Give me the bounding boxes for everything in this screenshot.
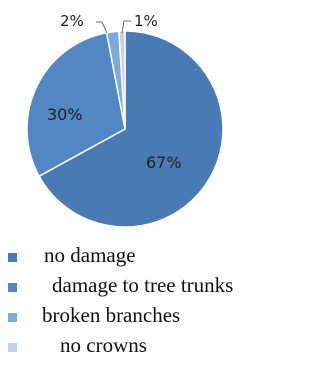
legend-swatch-damage-to-tree-trunks — [8, 283, 17, 292]
legend-swatch-no-damage — [8, 253, 17, 262]
slice-labels: 67% 30% 2% 1% — [47, 12, 182, 172]
slice-label-broken-branches: 2% — [60, 12, 84, 30]
slice-label-damage-to-tree-trunks: 30% — [47, 105, 83, 124]
pie-slice-no-damage — [38, 30, 224, 228]
leader-line-broken-branches — [96, 21, 108, 34]
legend-item-broken-branches: broken branches — [8, 300, 326, 330]
leader-lines — [96, 20, 131, 34]
legend-label-broken-branches: broken branches — [42, 303, 181, 327]
legend-label-no-crowns: no crowns — [60, 333, 147, 357]
pie-chart: 67% 30% 2% 1% — [26, 12, 224, 228]
legend: no damage damage to tree trunks broken b… — [8, 240, 326, 360]
pie-slice-damage-to-tree-trunks — [26, 31, 126, 178]
slice-label-no-crowns: 1% — [134, 12, 158, 30]
legend-swatch-broken-branches — [8, 313, 17, 322]
leader-line-no-crowns — [121, 20, 131, 34]
legend-item-no-crowns: no crowns — [8, 330, 326, 360]
pie-slices — [26, 30, 224, 228]
legend-label-no-damage: no damage — [44, 243, 136, 267]
legend-item-damage-to-tree-trunks: damage to tree trunks — [8, 270, 326, 300]
legend-label-damage-to-tree-trunks: damage to tree trunks — [52, 273, 234, 297]
legend-swatch-no-crowns — [8, 343, 17, 352]
legend-item-no-damage: no damage — [8, 240, 326, 270]
slice-label-no-damage: 67% — [146, 153, 182, 172]
